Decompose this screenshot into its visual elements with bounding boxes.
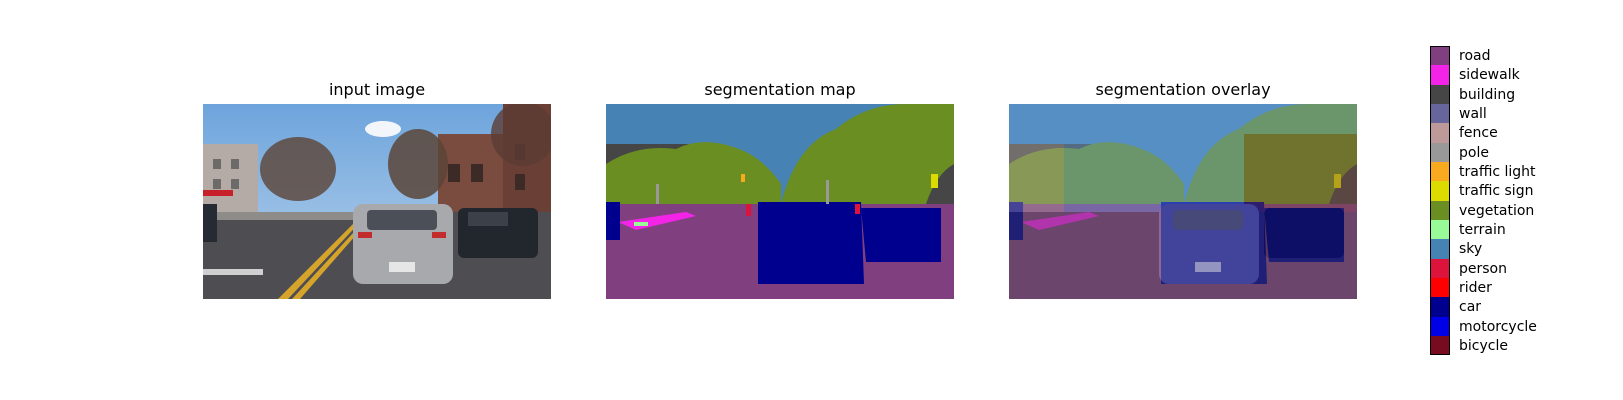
legend-label: fence [1459, 125, 1498, 142]
legend-item: traffic sign [1430, 181, 1620, 201]
legend-swatch [1430, 239, 1450, 259]
class-legend: road sidewalk building wall fence pole traffic… [1430, 46, 1620, 356]
legend-item: bicycle [1430, 335, 1620, 356]
legend-swatch [1430, 65, 1450, 85]
legend-label: person [1459, 260, 1507, 277]
segmentation-mask [606, 104, 954, 299]
legend-item: pole [1430, 142, 1620, 162]
legend-label: terrain [1459, 221, 1506, 238]
legend-swatch [1430, 219, 1450, 240]
legend-label: pole [1459, 144, 1489, 161]
segmentation-map [606, 104, 954, 299]
legend-swatch [1430, 335, 1450, 356]
legend-label: wall [1459, 105, 1487, 122]
legend-item: building [1430, 84, 1620, 104]
legend-item: sidewalk [1430, 65, 1620, 85]
legend-label: bicycle [1459, 337, 1508, 354]
legend-label: road [1459, 48, 1491, 64]
legend-label: sidewalk [1459, 67, 1520, 84]
legend-label: building [1459, 86, 1516, 103]
legend-swatch [1430, 161, 1450, 182]
legend-swatch [1430, 123, 1450, 143]
legend-swatch [1430, 277, 1450, 298]
legend-label: car [1459, 299, 1482, 316]
legend-item: road [1430, 46, 1620, 66]
legend-label: traffic sign [1459, 183, 1534, 200]
legend-swatch [1430, 103, 1450, 124]
legend-swatch [1430, 46, 1450, 66]
legend-label: rider [1459, 279, 1492, 296]
legend-item: traffic light [1430, 161, 1620, 182]
segmentation-regions [606, 104, 954, 299]
street-photo [203, 104, 551, 299]
legend-item: car [1430, 297, 1620, 317]
input-image-title: input image [328, 80, 426, 99]
legend-swatch [1430, 297, 1450, 317]
legend-item: rider [1430, 277, 1620, 298]
legend-label: motorcycle [1459, 318, 1537, 335]
legend-swatch [1430, 142, 1450, 162]
legend-item: sky [1430, 239, 1620, 259]
legend-item: vegetation [1430, 200, 1620, 220]
legend-label: traffic light [1459, 163, 1536, 180]
legend-swatch [1430, 258, 1450, 278]
segmentation-overlay-title: segmentation overlay [1095, 80, 1271, 99]
legend-item: motorcycle [1430, 316, 1620, 336]
legend-item: wall [1430, 103, 1620, 124]
legend-swatch [1430, 316, 1450, 336]
segmentation-map-title: segmentation map [704, 80, 856, 99]
legend-swatch [1430, 84, 1450, 104]
legend-swatch [1430, 200, 1450, 220]
legend-item: person [1430, 258, 1620, 278]
segmentation-overlay [1009, 104, 1357, 299]
legend-item: terrain [1430, 219, 1620, 240]
legend-swatch [1430, 181, 1450, 201]
legend-label: sky [1459, 241, 1483, 258]
legend-label: vegetation [1459, 202, 1535, 219]
legend-item: fence [1430, 123, 1620, 143]
input-image [203, 104, 551, 299]
overlay-image [1009, 104, 1357, 299]
